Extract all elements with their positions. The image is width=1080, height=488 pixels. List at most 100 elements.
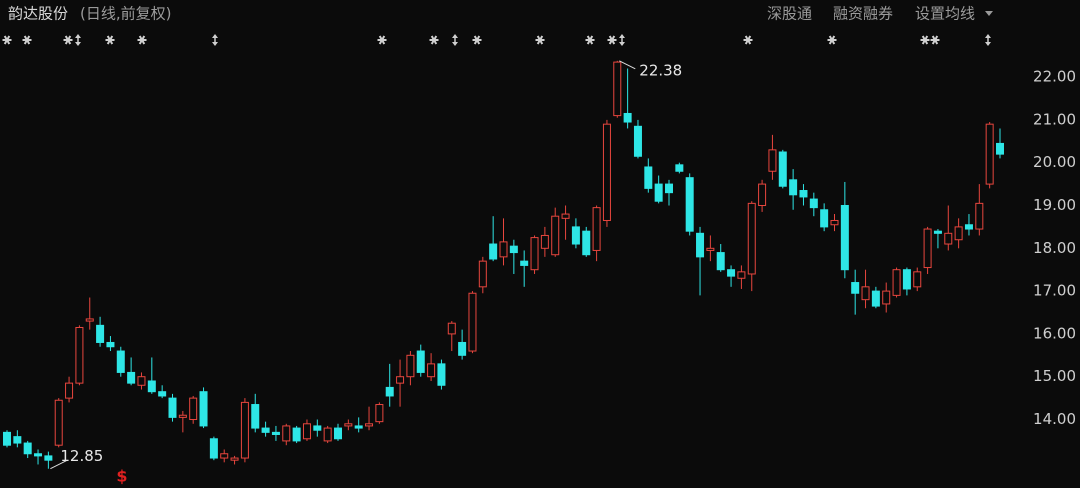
event-icon — [584, 35, 596, 45]
candle-body — [964, 224, 973, 230]
candle-body — [13, 436, 22, 444]
chart-title: 韵达股份 — [8, 5, 68, 23]
candle-body — [168, 397, 177, 418]
event-icon — [74, 33, 82, 47]
candle-body — [592, 207, 601, 251]
candle-body — [127, 371, 136, 384]
event-icon — [826, 35, 838, 45]
candle-body — [561, 213, 570, 219]
candle-body — [582, 230, 591, 256]
candle-body — [830, 219, 839, 226]
event-icon — [929, 35, 941, 45]
candle-body — [778, 151, 787, 187]
candle-body — [158, 391, 167, 397]
candle-body — [189, 397, 198, 421]
candle-body — [271, 431, 280, 435]
candle-body — [116, 350, 125, 373]
candle-body — [809, 198, 818, 209]
candle-body — [65, 382, 74, 399]
candle-body — [302, 423, 311, 440]
candle-body — [820, 209, 829, 228]
candle-body — [406, 354, 415, 378]
menu-item[interactable]: 深股通 — [767, 5, 812, 23]
candle-body — [251, 404, 260, 429]
candle-body — [747, 202, 756, 275]
candle-body — [489, 243, 498, 260]
candle-body — [54, 399, 63, 446]
event-icon — [618, 33, 626, 47]
candle-body — [602, 123, 611, 221]
candle-body — [85, 318, 94, 322]
candle-body — [354, 425, 363, 429]
event-icon — [21, 35, 33, 45]
annotation-arrow — [619, 60, 636, 70]
candle-body — [799, 190, 808, 198]
event-icon — [104, 35, 116, 45]
candle-body — [416, 350, 425, 373]
event-icon — [211, 33, 219, 47]
candle-body — [768, 149, 777, 172]
candle-body — [654, 183, 663, 202]
candle-body — [758, 183, 767, 206]
candle-body — [106, 341, 115, 348]
candle-body — [623, 112, 632, 123]
candle-body — [737, 271, 746, 279]
candle-body — [323, 427, 332, 442]
chart-subtitle: (日线,前复权) — [80, 5, 171, 23]
candle-body — [923, 228, 932, 269]
candle-body — [716, 252, 725, 271]
event-icon — [984, 33, 992, 47]
y-tick-label: 17.00 — [1033, 282, 1076, 300]
candle-body — [34, 453, 43, 457]
candle-body — [396, 376, 405, 384]
candle-body — [933, 230, 942, 234]
candle-body — [282, 425, 291, 442]
candle-body — [665, 183, 673, 194]
candle-body — [696, 232, 705, 258]
candle-body — [985, 123, 994, 185]
candle-body — [137, 376, 146, 386]
candle-body — [996, 142, 1004, 155]
candle-body — [427, 363, 436, 378]
y-tick-label: 15.00 — [1033, 367, 1076, 385]
candle-body — [944, 232, 953, 245]
candle-body — [644, 166, 653, 189]
event-icon — [451, 33, 459, 47]
dropdown-arrow[interactable] — [985, 11, 993, 16]
y-tick-label: 18.00 — [1033, 239, 1076, 257]
candle-body — [313, 425, 322, 431]
candle-body — [520, 260, 529, 266]
event-icon — [1, 35, 13, 45]
candle-body — [230, 457, 239, 461]
candle-body — [220, 453, 229, 459]
candle-body — [685, 177, 694, 232]
event-icon — [606, 35, 618, 45]
candle-body — [365, 423, 374, 427]
y-tick-label: 20.00 — [1033, 153, 1076, 171]
menu-item[interactable]: 融资融券 — [833, 5, 893, 23]
candle-body — [571, 226, 580, 245]
candle-body — [344, 423, 353, 427]
candle-body — [478, 260, 487, 288]
candle-body — [23, 442, 32, 455]
candle-body — [209, 438, 218, 459]
candle-body — [954, 226, 963, 241]
candle-body — [375, 404, 384, 423]
candle-body — [530, 237, 539, 271]
candle-body — [727, 269, 736, 277]
event-icon — [919, 35, 931, 45]
candle-body — [385, 386, 394, 397]
candle-body — [861, 286, 870, 301]
y-tick-label: 21.00 — [1033, 110, 1076, 128]
candle-body — [871, 290, 880, 307]
menu-item[interactable]: 设置均线 — [915, 5, 975, 23]
min-label: 12.85 — [60, 447, 103, 465]
candle-body — [447, 322, 456, 335]
candle-body — [96, 324, 105, 343]
candle-body — [178, 414, 187, 418]
candle-body — [75, 326, 84, 384]
candle-body — [499, 241, 508, 258]
candle-body — [458, 341, 467, 356]
candle-body — [44, 455, 53, 461]
